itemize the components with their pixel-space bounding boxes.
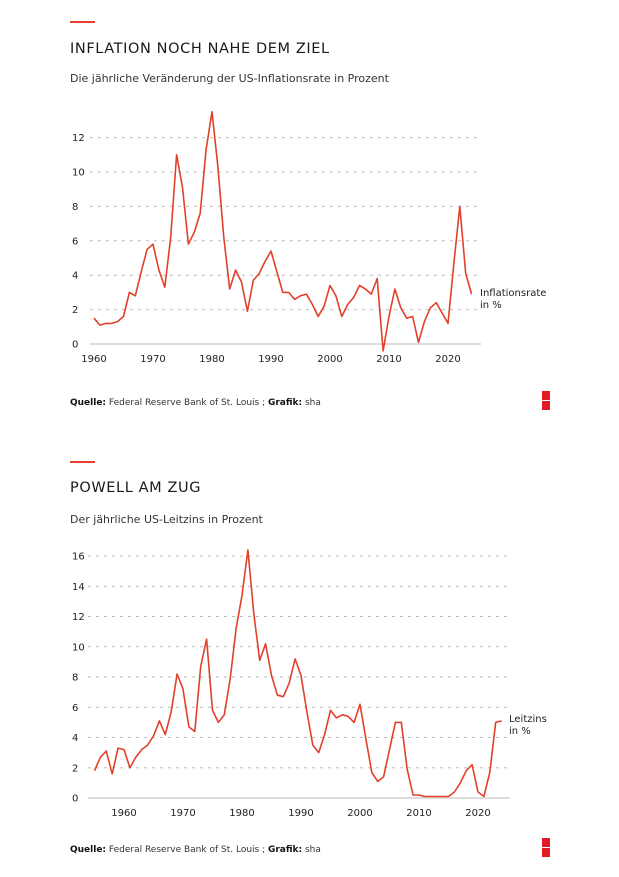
y-tick-label: 4 <box>72 733 78 744</box>
chart-section-inflation: INFLATION NOCH NAHE DEM ZIEL Die jährlic… <box>0 0 619 430</box>
x-tick-label: 2020 <box>435 354 460 365</box>
y-tick-label: 10 <box>72 168 85 179</box>
series-line <box>93 111 473 352</box>
y-tick-label: 14 <box>72 582 85 593</box>
publisher-logo-icon <box>542 838 550 857</box>
series-end-label-unit: in % <box>480 300 502 311</box>
x-tick-label: 1980 <box>199 354 224 365</box>
series-line <box>93 549 502 798</box>
accent-bar <box>70 461 95 463</box>
series-end-label: Inflationsrate <box>480 288 546 299</box>
x-tick-label: 2010 <box>406 808 431 819</box>
source-label: Quelle: <box>70 398 107 408</box>
credit-label: Grafik: <box>267 845 303 855</box>
y-tick-label: 12 <box>72 133 85 144</box>
x-tick-label: 1980 <box>229 808 254 819</box>
y-tick-label: 2 <box>72 763 78 774</box>
y-tick-label: 10 <box>72 642 85 653</box>
credit-text: sha <box>302 845 321 855</box>
chart-subtitle: Die jährliche Veränderung der US-Inflati… <box>70 72 389 85</box>
y-tick-label: 0 <box>72 794 78 805</box>
y-tick-label: 4 <box>72 271 78 282</box>
x-tick-label: 2000 <box>317 354 342 365</box>
chart-title: INFLATION NOCH NAHE DEM ZIEL <box>70 41 330 57</box>
source-text: Federal Reserve Bank of St. Louis ; <box>106 845 268 855</box>
publisher-logo-icon <box>542 391 550 410</box>
series-end-label: Leitzins <box>509 714 547 725</box>
x-tick-label: 1970 <box>140 354 165 365</box>
chart-title: POWELL AM ZUG <box>70 480 202 496</box>
y-tick-label: 6 <box>72 236 78 247</box>
x-tick-label: 1960 <box>81 354 106 365</box>
x-tick-label: 1970 <box>170 808 195 819</box>
source-label: Quelle: <box>70 845 107 855</box>
x-tick-label: 1960 <box>111 808 136 819</box>
x-tick-label: 2010 <box>376 354 401 365</box>
credit-text: sha <box>302 398 321 408</box>
chart-subtitle: Der jährliche US-Leitzins in Prozent <box>70 513 263 526</box>
accent-bar <box>70 21 95 23</box>
y-tick-label: 12 <box>72 612 85 623</box>
y-tick-label: 8 <box>72 202 78 213</box>
credit-label: Grafik: <box>267 398 303 408</box>
series-end-label-unit: in % <box>509 726 531 737</box>
x-tick-label: 2020 <box>465 808 490 819</box>
chart-plot-inflation: 0 2 4 6 8 10 12 1960 1970 1980 1990 2000 2010 2020 Inf… <box>72 111 546 365</box>
y-tick-label: 8 <box>72 673 78 684</box>
x-tick-label: 2000 <box>347 808 372 819</box>
x-tick-label: 1990 <box>288 808 313 819</box>
source-note: Quelle: Federal Reserve Bank of St. Loui… <box>70 845 321 855</box>
x-tick-label: 1990 <box>258 354 283 365</box>
y-tick-label: 6 <box>72 703 78 714</box>
source-note: Quelle: Federal Reserve Bank of St. Loui… <box>70 398 321 408</box>
y-tick-label: 0 <box>72 340 78 351</box>
source-text: Federal Reserve Bank of St. Louis ; <box>106 398 268 408</box>
y-tick-label: 2 <box>72 305 78 316</box>
y-tick-label: 16 <box>72 552 85 563</box>
